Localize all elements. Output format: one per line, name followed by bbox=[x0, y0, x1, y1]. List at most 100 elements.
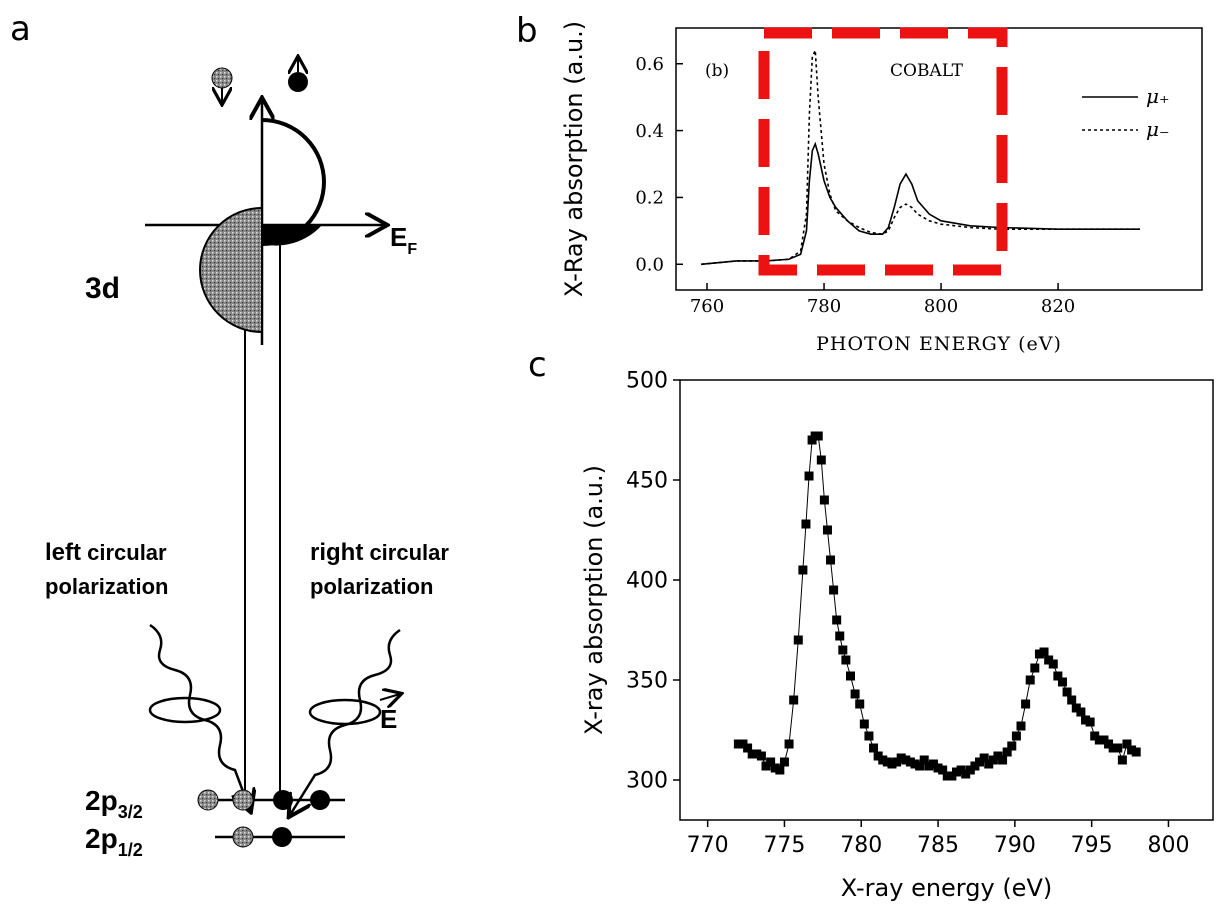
y-tick-label: 500 bbox=[626, 369, 668, 394]
panel-label: c bbox=[528, 345, 547, 385]
legend-label: μ₊ bbox=[1146, 84, 1170, 108]
point bbox=[775, 765, 785, 775]
level-label: 2p1/2 bbox=[85, 823, 143, 860]
point bbox=[859, 719, 869, 729]
point bbox=[761, 761, 771, 771]
point bbox=[1108, 743, 1118, 753]
x-tick-label: 800 bbox=[1147, 833, 1189, 858]
point bbox=[905, 757, 915, 767]
point bbox=[933, 763, 943, 773]
point bbox=[1122, 739, 1132, 749]
helicity-right bbox=[308, 698, 382, 726]
point bbox=[924, 761, 934, 771]
x-tick-label: 820 bbox=[1041, 296, 1075, 317]
point bbox=[1021, 699, 1031, 709]
point bbox=[826, 555, 836, 565]
x-tick-label: 760 bbox=[690, 296, 724, 317]
point bbox=[1067, 695, 1077, 705]
spin-down bbox=[211, 67, 233, 89]
highlight-box bbox=[758, 27, 1008, 276]
dos-down bbox=[199, 206, 263, 334]
point bbox=[975, 757, 985, 767]
y-axis-label: X-ray absorption (a.u.) bbox=[580, 465, 608, 735]
y-tick-label: 450 bbox=[626, 469, 668, 494]
point bbox=[798, 565, 808, 575]
right-bold: right bbox=[310, 539, 363, 566]
x-tick-label: 775 bbox=[763, 833, 805, 858]
connecting-line bbox=[738, 435, 1137, 777]
x-tick-label: 795 bbox=[1071, 833, 1113, 858]
point bbox=[878, 755, 888, 765]
point bbox=[915, 761, 925, 771]
point bbox=[1048, 659, 1058, 669]
level-text: 2p bbox=[85, 823, 118, 854]
point bbox=[864, 731, 874, 741]
panel-label: b bbox=[516, 11, 538, 51]
point bbox=[1131, 747, 1141, 757]
point bbox=[855, 699, 865, 709]
point bbox=[938, 765, 948, 775]
point bbox=[1099, 735, 1109, 745]
point bbox=[910, 759, 920, 769]
fermi-sub: F bbox=[407, 241, 417, 258]
x-axis-label: PHOTON ENERGY (eV) bbox=[816, 333, 1062, 355]
point bbox=[998, 755, 1008, 765]
helicity-left bbox=[148, 696, 222, 724]
field-arrow bbox=[379, 694, 400, 700]
point bbox=[1076, 707, 1086, 717]
point bbox=[1025, 675, 1035, 685]
fermi-text: E bbox=[390, 222, 407, 252]
point bbox=[873, 751, 883, 761]
point bbox=[988, 755, 998, 765]
point bbox=[919, 755, 929, 765]
legend-label: μ₋ bbox=[1146, 117, 1170, 141]
point bbox=[1016, 721, 1026, 731]
point bbox=[892, 757, 902, 767]
y-tick-label: 350 bbox=[626, 669, 668, 694]
annotation: (b) bbox=[705, 61, 729, 81]
point bbox=[850, 689, 860, 699]
point bbox=[961, 769, 971, 779]
point bbox=[793, 635, 803, 645]
series-line bbox=[701, 141, 1140, 266]
point bbox=[1104, 739, 1114, 749]
electron bbox=[272, 827, 292, 847]
point bbox=[801, 519, 811, 529]
point bbox=[984, 759, 994, 769]
left-bold: left bbox=[45, 539, 81, 566]
point bbox=[970, 761, 980, 771]
point bbox=[784, 739, 794, 749]
electron bbox=[273, 790, 293, 810]
annotation: COBALT bbox=[890, 61, 964, 81]
point bbox=[887, 759, 897, 769]
point bbox=[770, 763, 780, 773]
point bbox=[942, 771, 952, 781]
right-rest: circular bbox=[363, 540, 449, 565]
point bbox=[896, 753, 906, 763]
point bbox=[1007, 741, 1017, 751]
level-text: 2p bbox=[85, 785, 118, 816]
point bbox=[1039, 647, 1049, 657]
field-label: E bbox=[380, 704, 397, 734]
level-sub: 3/2 bbox=[118, 802, 143, 822]
photon-left bbox=[149, 623, 250, 810]
left-pol2: polarization bbox=[45, 574, 168, 599]
point bbox=[835, 631, 845, 641]
x-tick-label: 770 bbox=[687, 833, 729, 858]
point bbox=[1062, 687, 1072, 697]
electron bbox=[310, 790, 330, 810]
point bbox=[901, 755, 911, 765]
point bbox=[733, 739, 743, 749]
point bbox=[743, 743, 753, 753]
electron bbox=[232, 789, 254, 811]
right-pol2: polarization bbox=[310, 574, 433, 599]
x-tick-label: 790 bbox=[994, 833, 1036, 858]
left-pol: left circular bbox=[45, 539, 167, 566]
level-sub: 1/2 bbox=[118, 840, 143, 860]
x-tick-label: 780 bbox=[840, 833, 882, 858]
point bbox=[1094, 735, 1104, 745]
dos-filled bbox=[262, 225, 322, 246]
point bbox=[882, 757, 892, 767]
y-axis-label: X-Ray absorption (a.u.) bbox=[560, 21, 588, 297]
